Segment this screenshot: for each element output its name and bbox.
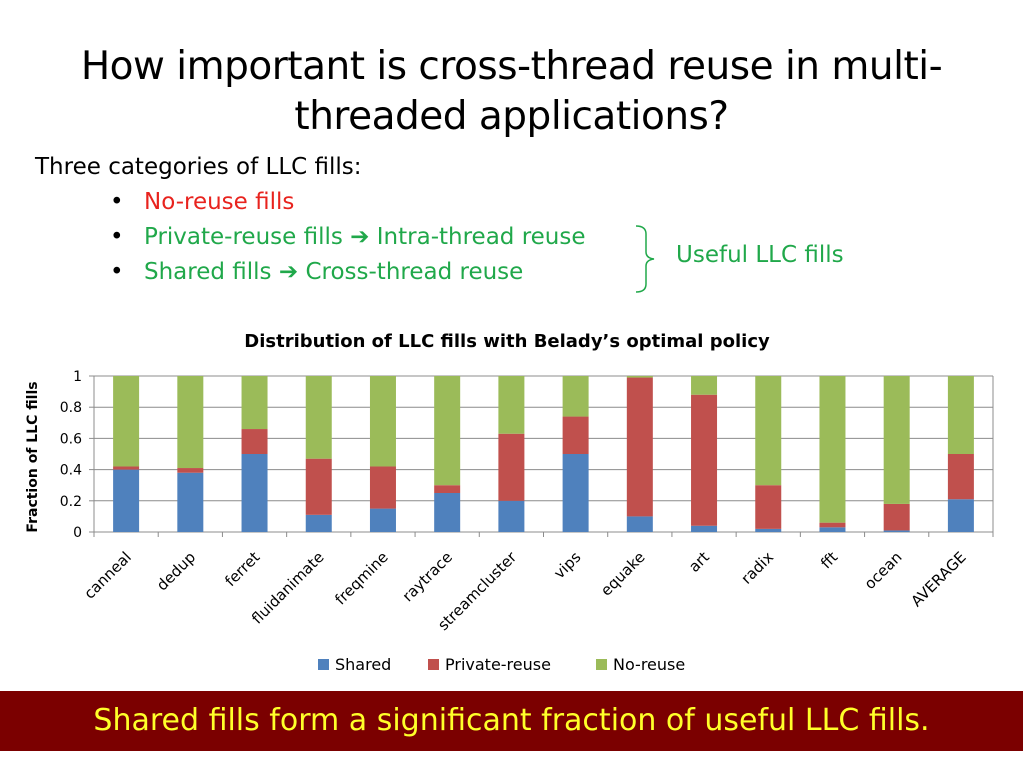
bar-shared-dedup <box>177 472 204 532</box>
y-tick-label: 0.2 <box>60 494 82 510</box>
bar-private-reuse-equake <box>626 377 653 517</box>
bar-no-reuse-dedup <box>177 376 204 469</box>
bar-shared-streamcluster <box>498 500 525 532</box>
legend-swatch-no-reuse <box>596 659 607 670</box>
legend-label-no-reuse: No-reuse <box>613 655 685 674</box>
y-tick-label: 1 <box>73 369 82 385</box>
stacked-bar-chart: Distribution of LLC fills with Belady’s … <box>25 331 994 674</box>
bar-shared-fft <box>819 527 846 532</box>
chart-axes <box>93 376 994 537</box>
bar-no-reuse-fft <box>819 376 846 523</box>
bar-no-reuse-streamcluster <box>498 376 525 434</box>
bar-private-reuse-art <box>691 394 718 526</box>
x-tick-label-canneal: canneal <box>80 548 134 602</box>
bar-no-reuse-fluidanimate <box>305 376 332 459</box>
bullet-private-reuse-text: Private-reuse fills <box>144 224 343 250</box>
bullet-cross-thread-text: Cross-thread reuse <box>305 259 524 285</box>
bullet-private-reuse: • Private-reuse fills ➔ Intra-thread reus… <box>110 224 586 250</box>
bullet-glyph: • <box>110 259 124 285</box>
y-tick-label: 0.4 <box>60 463 82 479</box>
x-tick-label-raytrace: raytrace <box>399 548 456 605</box>
bullet-no-reuse-text: No-reuse fills <box>144 189 295 215</box>
chart-gridlines <box>89 375 993 533</box>
intro-text: Three categories of LLC fills: <box>35 154 362 180</box>
bar-private-reuse-dedup <box>177 468 204 473</box>
legend-swatch-private-reuse <box>428 659 439 670</box>
bar-shared-ferret <box>241 454 268 532</box>
x-tick-label-vips: vips <box>550 548 584 582</box>
x-tick-label-ocean: ocean <box>861 548 906 593</box>
curly-brace-icon <box>635 225 655 293</box>
chart-y-tick-labels: 0 0.2 0.4 0.6 0.8 1 <box>60 369 82 541</box>
x-tick-label-equake: equake <box>597 548 649 600</box>
useful-llc-fills-label: Useful LLC fills <box>676 242 844 268</box>
bar-shared-vips <box>562 454 589 532</box>
bar-private-reuse-average <box>947 454 974 500</box>
chart-bars <box>113 376 974 532</box>
x-tick-label-art: art <box>685 548 713 576</box>
x-tick-label-fft: fft <box>817 548 841 572</box>
bar-no-reuse-vips <box>562 376 589 417</box>
bar-private-reuse-streamcluster <box>498 433 525 501</box>
bar-shared-canneal <box>113 469 140 532</box>
x-tick-label-average: AVERAGE <box>908 548 970 610</box>
bar-private-reuse-radix <box>755 485 782 529</box>
bar-shared-raytrace <box>434 493 461 532</box>
x-tick-label-dedup: dedup <box>153 548 199 594</box>
bar-no-reuse-ferret <box>241 376 268 430</box>
x-tick-label-radix: radix <box>738 548 778 588</box>
y-tick-label: 0.6 <box>60 431 82 447</box>
chart-title: Distribution of LLC fills with Belady’s … <box>244 331 770 352</box>
bar-shared-fluidanimate <box>305 514 332 532</box>
bullet-glyph: • <box>110 224 124 250</box>
bar-private-reuse-raytrace <box>434 485 461 493</box>
arrow-icon: ➔ <box>278 259 299 285</box>
bar-no-reuse-raytrace <box>434 376 461 486</box>
bar-no-reuse-ocean <box>883 376 910 504</box>
bar-private-reuse-ferret <box>241 429 268 454</box>
legend-swatch-shared <box>318 659 329 670</box>
bullet-shared: • Shared fills ➔ Cross-thread reuse <box>110 259 523 285</box>
y-tick-label: 0.8 <box>60 400 82 416</box>
footer-text: Shared fills form a significant fraction… <box>93 703 930 738</box>
slide-title-line2: threaded applications? <box>294 94 729 139</box>
bar-private-reuse-ocean <box>883 503 910 531</box>
bar-shared-radix <box>755 528 782 532</box>
bar-no-reuse-freqmine <box>369 376 396 467</box>
bullet-shared-text: Shared fills <box>144 259 272 285</box>
bar-shared-ocean <box>883 530 910 532</box>
bar-shared-freqmine <box>369 508 396 532</box>
arrow-icon: ➔ <box>350 224 370 250</box>
bar-private-reuse-canneal <box>113 466 140 470</box>
bar-no-reuse-average <box>947 376 974 454</box>
bullet-no-reuse: • No-reuse fills <box>110 189 294 215</box>
bar-private-reuse-fluidanimate <box>305 458 332 515</box>
legend-label-private-reuse: Private-reuse <box>445 655 551 674</box>
legend-label-shared: Shared <box>335 655 391 674</box>
bar-no-reuse-equake <box>626 376 653 378</box>
x-tick-label-freqmine: freqmine <box>331 548 391 608</box>
bar-private-reuse-vips <box>562 416 589 454</box>
y-tick-label: 0 <box>73 525 82 541</box>
slide-title-line1: How important is cross-thread reuse in m… <box>80 44 943 89</box>
bar-no-reuse-radix <box>755 376 782 486</box>
bar-private-reuse-fft <box>819 522 846 528</box>
footer-banner: Shared fills form a significant fraction… <box>0 691 1023 751</box>
slide-title: How important is cross-thread reuse in m… <box>0 42 1023 142</box>
bar-shared-art <box>691 525 718 532</box>
bullet-glyph: • <box>110 189 124 215</box>
bar-no-reuse-art <box>691 376 718 395</box>
bullet-intra-thread-text: Intra-thread reuse <box>376 224 586 250</box>
chart-legend: Shared Private-reuse No-reuse <box>318 655 685 674</box>
bar-shared-average <box>947 499 974 532</box>
bar-shared-equake <box>626 516 653 532</box>
chart-y-axis-label: Fraction of LLC fills <box>25 381 41 532</box>
bar-no-reuse-canneal <box>113 376 140 467</box>
x-tick-label-ferret: ferret <box>221 548 263 590</box>
bar-private-reuse-freqmine <box>369 466 396 509</box>
